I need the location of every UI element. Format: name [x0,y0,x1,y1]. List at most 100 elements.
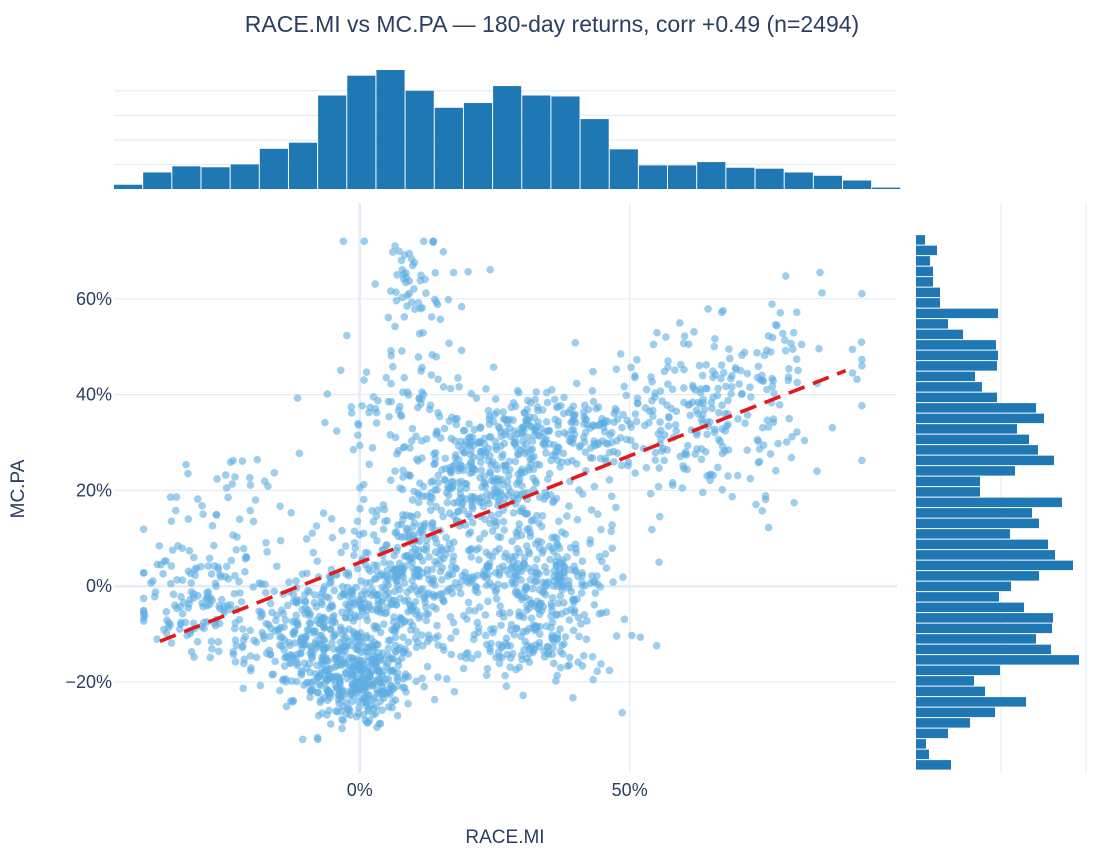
data-point [417,400,425,408]
data-point [551,451,560,460]
y-hist-bar [916,728,948,739]
data-point [435,412,444,421]
data-point [165,619,173,627]
data-point [790,498,798,507]
data-point [780,336,789,344]
data-point [433,428,441,437]
data-point [332,653,340,662]
data-point [315,639,323,648]
data-point [699,488,707,497]
data-point [183,631,191,640]
data-point [542,449,550,457]
data-point [577,589,586,597]
data-point [758,423,767,432]
data-point [456,484,465,493]
data-point [565,661,574,669]
data-point [718,485,727,494]
data-point [282,702,291,711]
data-point [752,500,760,509]
data-point [664,357,672,365]
data-point [414,353,423,361]
x-hist-bar [230,164,259,189]
data-point [559,449,568,458]
y-hist-bar [916,424,1017,434]
data-point [468,505,477,513]
y-hist-bar [916,623,1052,634]
data-point [664,422,673,430]
data-point [523,509,532,518]
data-point [414,299,423,307]
data-point [488,527,497,535]
data-point [386,681,395,690]
data-point [565,502,573,510]
data-point [386,560,395,568]
data-point [412,565,420,574]
data-point [438,563,447,572]
data-point [376,678,384,687]
data-point [446,483,455,491]
data-point [740,348,749,357]
data-point [689,384,698,392]
data-point [355,704,363,712]
data-point [628,631,636,640]
data-point [270,587,279,596]
data-point [533,555,541,563]
data-point [524,463,533,472]
data-point [789,345,797,354]
data-point [465,606,473,615]
data-point [380,558,388,567]
data-point [397,620,405,628]
data-point [358,402,366,410]
y-hist-bar [916,466,1015,476]
data-point [333,683,342,692]
data-point [150,592,159,601]
data-point [405,249,414,258]
data-point [768,333,777,342]
data-point [605,476,614,484]
data-point [542,418,551,426]
data-point [293,659,301,667]
data-point [399,466,407,475]
data-point [222,484,231,492]
data-point [584,405,593,414]
data-point [520,409,529,417]
data-point [342,331,351,340]
data-point [514,525,523,534]
data-point [569,412,578,420]
data-point [239,544,248,553]
data-point [660,456,669,465]
data-point [292,677,301,686]
data-point [382,373,391,382]
data-point [342,569,350,578]
data-point [392,288,400,297]
data-point [431,269,440,277]
data-point [328,619,337,627]
data-point [426,492,434,501]
data-point [561,633,570,641]
data-point [422,435,431,443]
data-point [457,577,466,586]
data-point [387,397,396,406]
data-point [400,597,409,605]
data-point [332,427,341,435]
data-point [386,636,395,644]
y-hist-bar [916,298,940,308]
data-point [245,473,254,482]
data-point [393,271,401,279]
y-hist-bar [916,445,1038,455]
data-point [326,720,335,728]
data-point [554,576,563,585]
y-hist-bar [916,550,1055,560]
data-point [295,449,304,458]
y-hist-bar [916,235,925,245]
data-point [379,525,388,534]
data-point [631,442,639,450]
data-point [191,571,199,580]
data-point [354,421,363,429]
data-point [468,518,477,527]
data-point [177,592,185,601]
x-hist-bar [609,149,638,189]
data-point [482,385,490,393]
data-point [622,391,631,400]
data-point [653,328,661,337]
